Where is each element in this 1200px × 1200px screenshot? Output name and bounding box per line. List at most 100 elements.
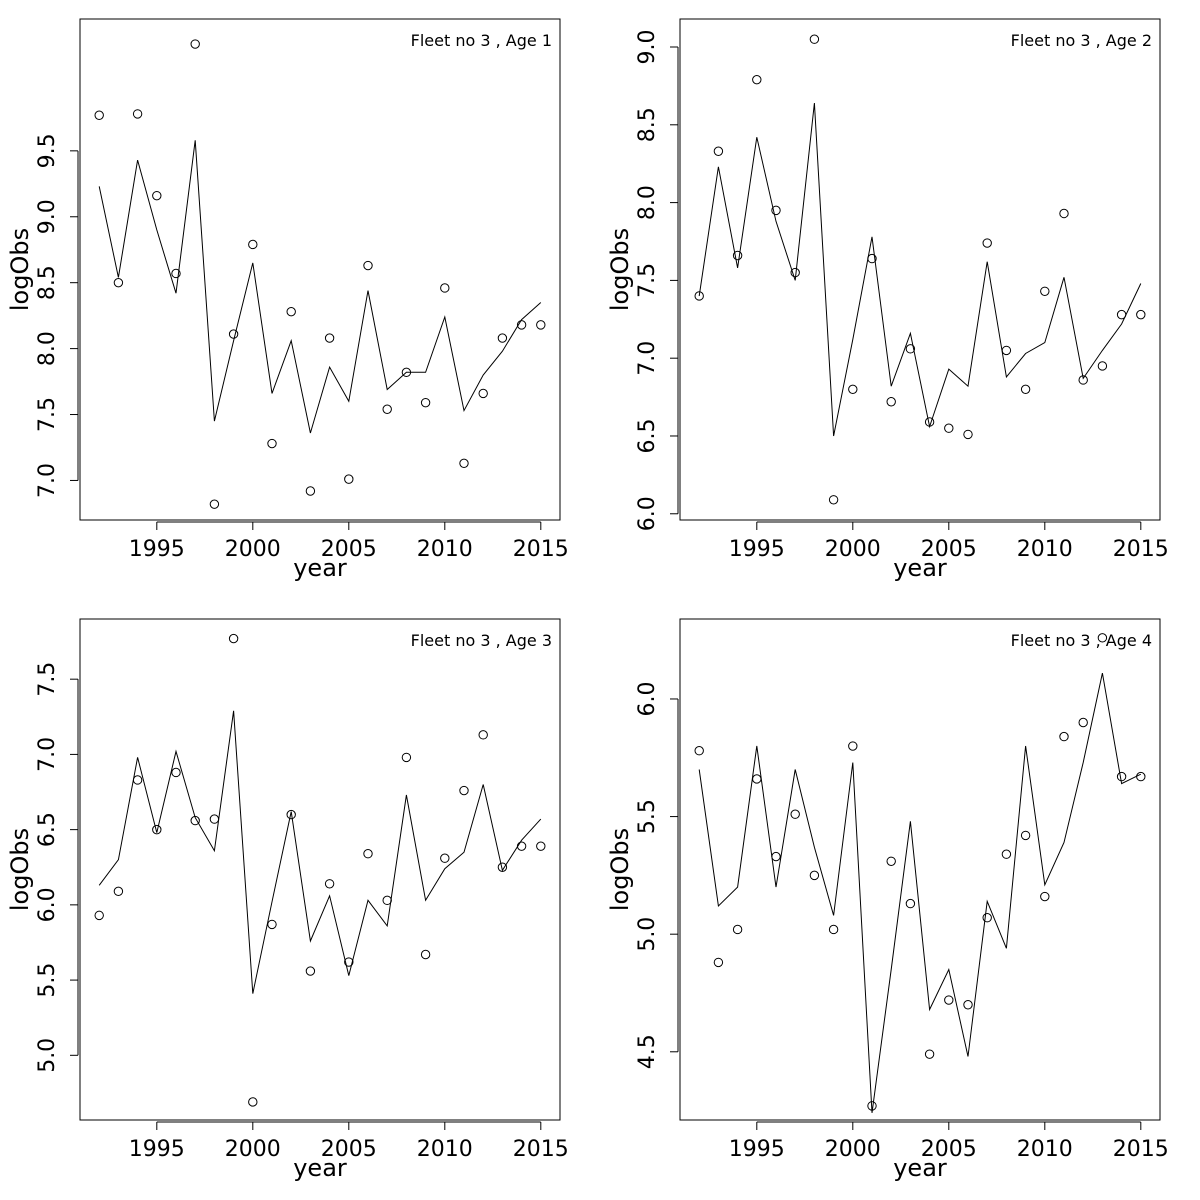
observation-point	[228, 329, 239, 339]
y-tick-label: 8.5	[635, 107, 660, 142]
observation-point	[1136, 309, 1146, 320]
observation-point	[363, 849, 373, 859]
observation-point	[713, 146, 724, 156]
observation-point	[459, 458, 469, 469]
y-tick-label: 5.0	[35, 1038, 60, 1073]
x-tick-label: 2010	[1017, 1137, 1073, 1162]
observation-point	[1078, 717, 1088, 728]
observation-point	[209, 814, 220, 824]
observation-point	[790, 809, 800, 819]
y-tick-label: 9.0	[635, 30, 660, 65]
y-tick-label: 7.5	[35, 662, 60, 697]
x-tick-label: 1995	[129, 537, 185, 562]
observation-point	[401, 367, 412, 378]
observation-point	[848, 741, 858, 751]
observation-point	[94, 910, 104, 921]
observation-point	[152, 190, 162, 201]
observation-point	[886, 856, 896, 866]
x-tick-label: 2010	[417, 537, 473, 562]
observation-point	[752, 74, 762, 85]
y-axis-title: logObs	[6, 228, 34, 311]
observation-point	[248, 1097, 258, 1107]
observation-point	[1059, 731, 1069, 742]
observation-point	[694, 746, 704, 756]
observation-point	[1020, 384, 1031, 395]
observation-point	[497, 333, 508, 343]
y-axis-title: logObs	[606, 828, 634, 911]
x-tick-label: 1995	[729, 1137, 785, 1162]
observation-point	[1001, 849, 1012, 859]
x-tick-label: 2005	[921, 1137, 977, 1162]
observation-point	[809, 870, 820, 881]
y-tick-label: 6.5	[635, 418, 660, 453]
observation-point	[924, 417, 935, 427]
y-tick-label: 8.0	[35, 331, 60, 366]
y-tick-label: 9.0	[35, 199, 60, 234]
observation-point	[305, 966, 316, 976]
y-tick-label: 8.0	[635, 185, 660, 220]
observation-point	[752, 774, 762, 784]
x-tick-label: 2015	[513, 1137, 569, 1162]
observation-point	[1078, 375, 1088, 385]
observation-point	[809, 34, 820, 44]
observation-point	[190, 815, 200, 826]
y-tick-label: 4.5	[635, 1034, 660, 1069]
observation-point	[886, 397, 896, 407]
observation-point	[113, 886, 124, 897]
y-tick-label: 7.5	[635, 263, 660, 298]
observation-point	[401, 752, 412, 763]
y-tick-label: 9.5	[35, 133, 60, 168]
observation-point	[924, 1049, 935, 1059]
observation-point	[420, 397, 431, 408]
observation-point	[1059, 208, 1069, 219]
fitted-line	[98, 140, 542, 434]
observation-point	[1116, 771, 1127, 782]
observation-point	[132, 775, 143, 785]
observation-point	[905, 344, 916, 354]
plot-frame	[679, 18, 1161, 521]
observation-point	[267, 919, 277, 930]
panel-2: 1995 2000 2005 2010 2015 6.0 6.5 7.0 7.5 8.0 8.5 9.…	[606, 18, 1169, 582]
observation-point	[190, 39, 200, 49]
x-tick-label: 2010	[417, 1137, 473, 1162]
fitted-line	[698, 672, 1142, 1113]
y-tick-label: 6.5	[35, 812, 60, 847]
observation-point	[286, 306, 296, 317]
observation-point	[420, 949, 431, 960]
observation-point	[324, 333, 335, 343]
observation-point	[694, 291, 704, 301]
observation-point	[440, 853, 450, 863]
panel-title: Fleet no 3 , Age 2	[1011, 31, 1152, 50]
fitted-line	[698, 102, 1142, 437]
observation-point	[1040, 286, 1050, 296]
observation-point	[152, 824, 162, 835]
x-tick-label: 2010	[1017, 537, 1073, 562]
x-tick-label: 2000	[225, 537, 281, 562]
observation-point	[944, 423, 954, 433]
y-tick-label: 7.0	[35, 737, 60, 772]
observation-point	[440, 283, 450, 293]
x-tick-label: 2000	[825, 1137, 881, 1162]
observation-point	[516, 841, 527, 851]
observation-point	[944, 995, 954, 1005]
observation-point	[1040, 891, 1050, 902]
x-axis-title: year	[293, 1154, 347, 1182]
observation-point	[459, 785, 469, 796]
panel-title: Fleet no 3 , Age 4	[1011, 631, 1152, 650]
observation-point	[905, 898, 916, 909]
observation-point	[171, 767, 181, 778]
observation-point	[713, 957, 724, 968]
panel-4: 1995 2000 2005 2010 2015 4.5 5.0 5.5 6.0 year logO…	[606, 618, 1169, 1182]
observation-point	[382, 895, 392, 906]
panel-title: Fleet no 3 , Age 1	[411, 31, 552, 50]
x-tick-label: 1995	[129, 1137, 185, 1162]
observation-point	[828, 924, 839, 935]
observation-point	[1097, 633, 1108, 643]
observation-point	[848, 384, 858, 395]
observation-point	[94, 110, 104, 120]
observation-point	[963, 1000, 973, 1010]
observation-point	[1001, 345, 1012, 356]
observation-point	[171, 268, 181, 279]
y-tick-label: 7.0	[635, 341, 660, 376]
